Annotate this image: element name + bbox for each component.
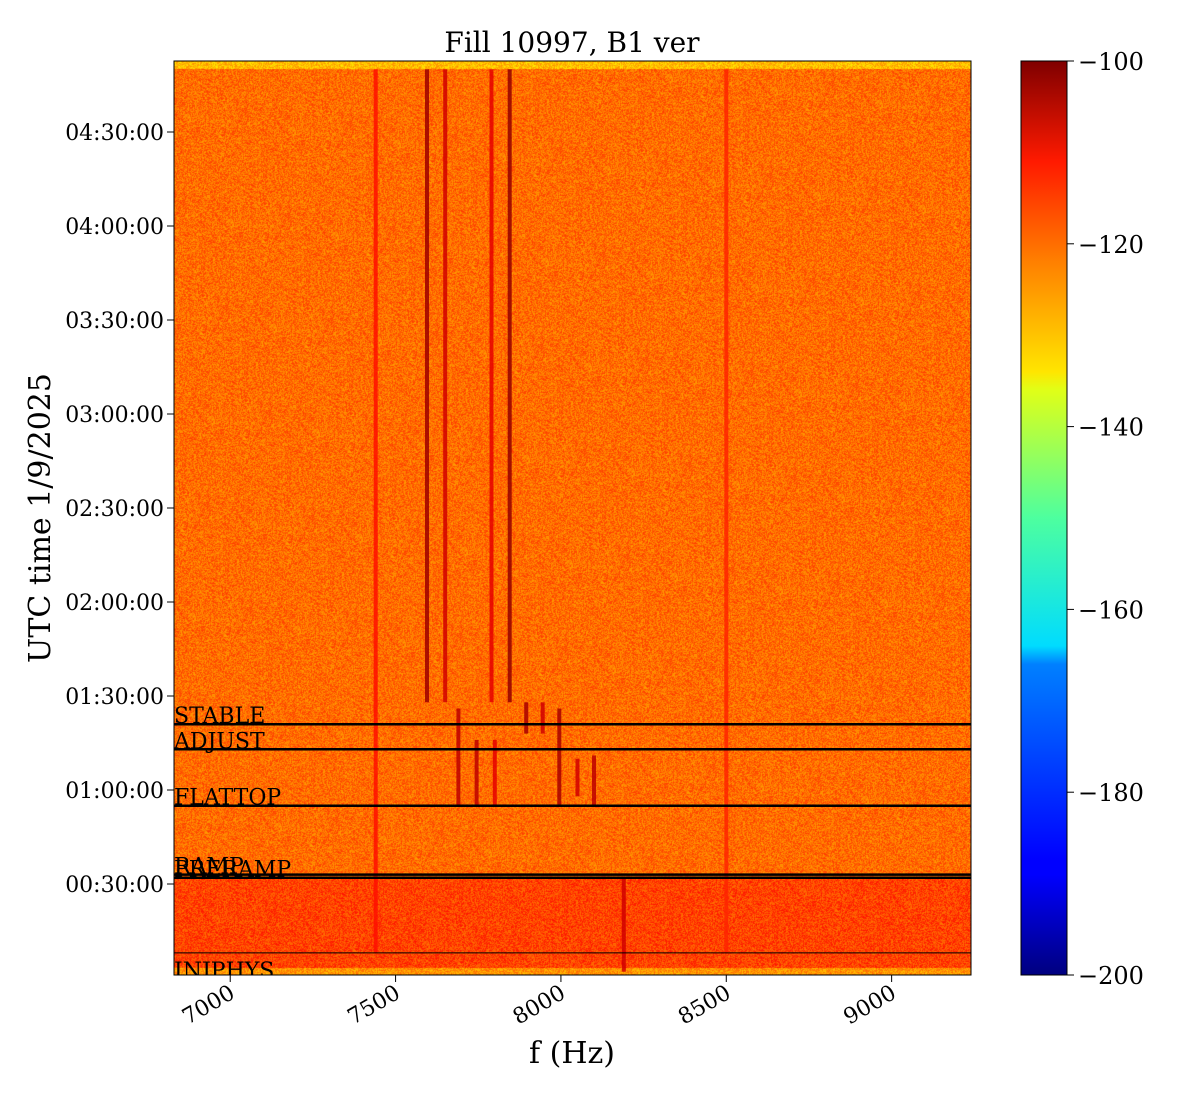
x-axis: 7000 7500 8000 8500 9000 xyxy=(178,975,901,1031)
y-tick-label: 02:30:00 xyxy=(65,497,164,522)
spectral-line xyxy=(492,739,497,806)
beam-mode-label: RAMP xyxy=(174,855,244,880)
colorbar-tick-label: −120 xyxy=(1078,231,1144,259)
spectral-line xyxy=(575,758,580,797)
x-axis-label: f (Hz) xyxy=(529,1036,615,1071)
y-tick-label: 04:00:00 xyxy=(65,215,164,240)
y-tick-label: 01:30:00 xyxy=(65,685,164,710)
x-tick-label: 7500 xyxy=(344,981,405,1031)
y-tick-label: 03:00:00 xyxy=(65,403,164,428)
colorbar-tick-label: −180 xyxy=(1078,779,1144,807)
colorbar-ticks: −100 −120 −140 −160 −180 −200 xyxy=(1067,48,1144,990)
beam-mode-label: FLATTOP xyxy=(174,786,281,811)
spectral-line xyxy=(489,69,494,703)
beam-mode-label: PRERAMP xyxy=(174,858,291,883)
chart-title: Fill 10997, B1 ver xyxy=(444,26,700,59)
colorbar-frame xyxy=(1020,60,1068,976)
y-tick-label: 00:30:00 xyxy=(65,873,164,898)
colorbar: −100 −120 −140 −160 −180 −200 xyxy=(1020,48,1144,990)
beam-mode-label: INJPHYS xyxy=(174,959,274,984)
spectral-line xyxy=(373,69,378,953)
spectral-line xyxy=(443,69,448,703)
spectral-line xyxy=(425,69,429,703)
spectral-line xyxy=(621,877,626,972)
y-tick-label: 02:00:00 xyxy=(65,591,164,616)
y-tick-label: 04:30:00 xyxy=(65,121,164,146)
heatmap-marks xyxy=(373,69,729,972)
y-tick-label: 01:00:00 xyxy=(65,779,164,804)
colorbar-tick-label: −100 xyxy=(1078,48,1144,76)
x-tick-label: 9000 xyxy=(840,981,901,1031)
spectral-line xyxy=(507,69,512,703)
x-tick-label: 7000 xyxy=(178,981,239,1031)
y-axis-label: UTC time 1/9/2025 xyxy=(23,373,58,663)
colorbar-tick-label: −200 xyxy=(1078,962,1144,990)
colorbar-gradient xyxy=(1021,61,1067,975)
spectral-line xyxy=(524,702,529,734)
spectral-line xyxy=(557,708,562,806)
spectral-line xyxy=(474,739,479,806)
plot-frame xyxy=(173,60,972,976)
heatmap-canvas xyxy=(174,61,971,975)
spectral-line xyxy=(592,755,596,806)
y-axis: 00:30:00 01:00:00 01:30:00 02:00:00 02:30:00… xyxy=(65,121,174,898)
colorbar-tick-label: −160 xyxy=(1078,596,1144,624)
x-tick-label: 8500 xyxy=(674,981,735,1031)
y-tick-label: 03:30:00 xyxy=(65,309,164,334)
spectral-line xyxy=(540,702,545,734)
x-tick-label: 8000 xyxy=(509,981,570,1031)
colorbar-tick-label: −140 xyxy=(1078,414,1144,442)
beam-mode-label: ADJUST xyxy=(173,729,265,754)
spectral-line xyxy=(456,708,461,806)
beam-mode-label: STABLE xyxy=(174,704,265,729)
spectral-line xyxy=(724,69,729,953)
